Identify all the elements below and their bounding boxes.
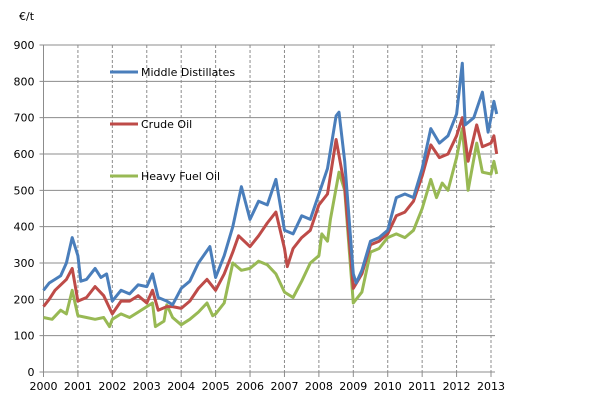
x-tick-label: 2012 — [443, 380, 471, 393]
y-tick-label: 0 — [28, 366, 35, 379]
x-tick-label: 2003 — [133, 380, 161, 393]
y-tick-label: 900 — [14, 39, 35, 52]
y-tick-label: 700 — [14, 112, 35, 125]
y-tick-label: 800 — [14, 75, 35, 88]
y-tick-label: 400 — [14, 221, 35, 234]
x-tick-label: 2004 — [167, 380, 195, 393]
y-tick-label: 200 — [14, 293, 35, 306]
x-tick-label: 2011 — [408, 380, 436, 393]
x-tick-label: 2010 — [374, 380, 402, 393]
x-axis-ticks: 2000 2001 2002 2003 2004 2005 2006 2007 2008 2009… — [30, 380, 506, 393]
grid — [39, 44, 495, 377]
series-line-crude-oil — [42, 116, 499, 316]
y-tick-label: 500 — [14, 184, 35, 197]
x-tick-label: 2006 — [236, 380, 264, 393]
x-tick-label: 2013 — [477, 380, 505, 393]
series-lines — [42, 61, 499, 329]
legend: Middle Distillates Crude Oil Heavy Fuel Oi… — [110, 66, 235, 183]
series-line-middle-distillates — [42, 61, 499, 307]
legend-label: Middle Distillates — [141, 66, 235, 79]
x-tick-label: 2001 — [64, 380, 92, 393]
x-tick-label: 2009 — [339, 380, 367, 393]
x-tick-label: 2007 — [270, 380, 298, 393]
y-tick-label: 100 — [14, 330, 35, 343]
y-axis-ticks: 0 100 200 300 400 500 600 700 800 900 — [14, 39, 35, 379]
x-tick-label: 2005 — [202, 380, 230, 393]
y-axis-unit-label: €/t — [19, 10, 35, 23]
legend-label: Crude Oil — [141, 118, 192, 131]
legend-label: Heavy Fuel Oil — [141, 170, 220, 183]
series-line-heavy-fuel-oil — [43, 127, 499, 329]
x-tick-label: 2008 — [305, 380, 333, 393]
y-tick-label: 600 — [14, 148, 35, 161]
y-tick-label: 300 — [14, 257, 35, 270]
x-tick-label: 2000 — [30, 380, 58, 393]
x-tick-label: 2002 — [98, 380, 126, 393]
